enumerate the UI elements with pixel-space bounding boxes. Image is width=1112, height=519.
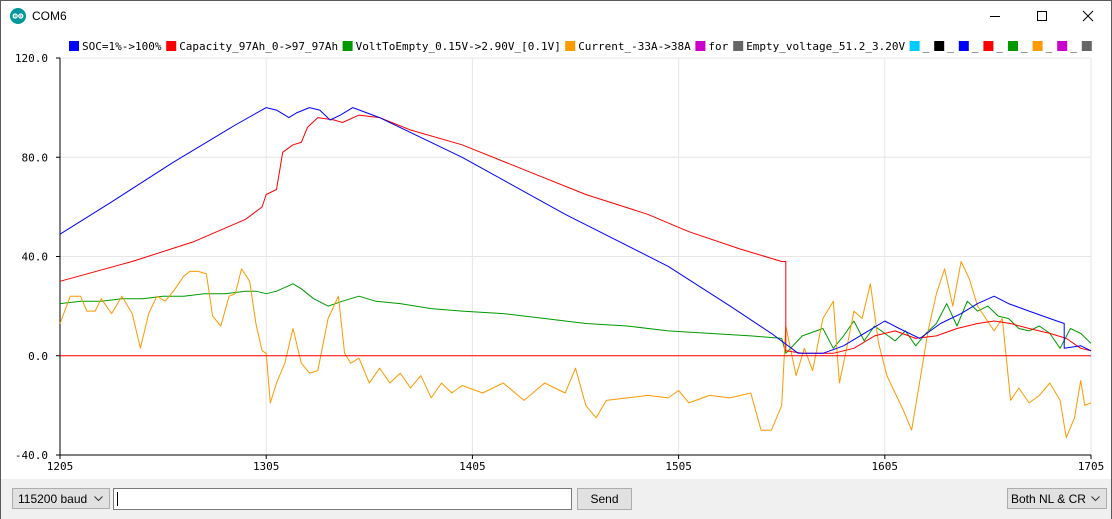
close-button[interactable] (1065, 1, 1111, 31)
line-ending-value: Both NL & CR (1011, 492, 1086, 506)
legend-label-12: _ (1070, 40, 1077, 53)
legend-label-5: Empty_voltage_51.2_3.20V (746, 40, 905, 53)
legend-label-4: for (708, 40, 728, 53)
legend-swatch-13 (1081, 41, 1092, 51)
x-tick-label-4: 1605 (872, 460, 899, 473)
legend-swatch-4 (695, 41, 706, 51)
chevron-down-icon (94, 496, 103, 502)
y-tick-label-3: 0.0 (28, 350, 48, 363)
legend-label-3: Current_-33A->38A (578, 40, 691, 53)
legend-swatch-7 (934, 41, 945, 51)
series-line-2 (59, 283, 1092, 354)
bottom-toolbar: 115200 baud Send Both NL & CR (1, 479, 1111, 519)
legend-swatch-0 (69, 41, 79, 51)
x-tick-label-0: 1205 (47, 460, 74, 473)
x-tick-label-2: 1405 (459, 460, 486, 473)
legend-swatch-10 (1008, 41, 1018, 51)
legend-swatch-9 (983, 41, 994, 51)
serial-plot-chart: SOC=1%->100% Capacity_97Ah_0->97_97Ah Volt… (15, 40, 1105, 473)
window-title: COM6 (32, 9, 67, 23)
title-bar[interactable]: COM6 (1, 1, 1111, 31)
minimize-icon (990, 16, 1000, 17)
legend-label-11: _ (1046, 40, 1053, 53)
y-tick-label-4: -40.0 (15, 449, 48, 462)
y-tick-label-1: 80.0 (22, 151, 49, 164)
legend-label-1: Capacity_97Ah_0->97_97Ah (179, 40, 338, 53)
series-line-3 (59, 261, 1092, 439)
legend-swatch-8 (958, 41, 969, 51)
legend-swatch-2 (342, 41, 353, 51)
legend-swatch-12 (1057, 41, 1068, 51)
baud-rate-select[interactable]: 115200 baud (12, 488, 110, 509)
x-tick-label-5: 1705 (1078, 460, 1105, 473)
legend-label-9: _ (996, 40, 1003, 53)
close-icon (1082, 10, 1094, 22)
legend-label-0: SOC=1%->100% (82, 40, 162, 53)
send-input[interactable] (113, 488, 572, 510)
legend-label-6: _ (923, 40, 930, 53)
series-line-0 (59, 107, 1092, 354)
y-tick-label-0: 120.0 (15, 52, 48, 65)
line-ending-select[interactable]: Both NL & CR (1007, 488, 1107, 509)
maximize-button[interactable] (1019, 1, 1065, 31)
x-tick-label-3: 1505 (665, 460, 692, 473)
legend-label-10: _ (1021, 40, 1028, 53)
baud-rate-value: 115200 baud (18, 492, 88, 506)
minimize-button[interactable] (972, 1, 1018, 31)
legend-swatch-6 (909, 41, 920, 51)
y-tick-label-2: 40.0 (22, 251, 49, 264)
legend-swatch-1 (166, 41, 177, 51)
legend-label-7: _ (947, 40, 954, 53)
legend-swatch-11 (1032, 41, 1043, 51)
legend-label-8: _ (972, 40, 979, 53)
legend-label-2: VoltToEmpty_0.15V->2.90V_[0.1V] (356, 40, 561, 53)
send-button[interactable]: Send (577, 488, 632, 510)
series-line-1 (59, 114, 1092, 354)
legend-swatch-5 (733, 41, 744, 51)
x-tick-label-1: 1305 (253, 460, 280, 473)
chevron-down-icon (1091, 496, 1100, 502)
plot-area: SOC=1%->100% Capacity_97Ah_0->97_97Ah Volt… (1, 32, 1111, 478)
legend-swatch-3 (565, 41, 576, 51)
arduino-icon (10, 8, 26, 24)
maximize-icon (1037, 11, 1047, 21)
text-caret (117, 492, 118, 506)
